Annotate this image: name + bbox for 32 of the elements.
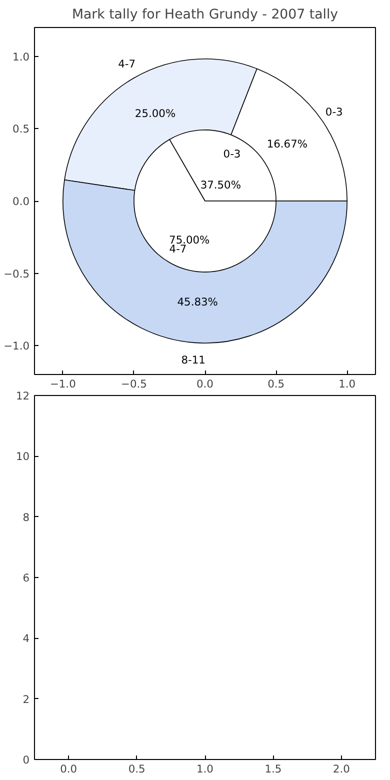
slice-label: 0-3 <box>325 105 343 118</box>
chart-title: Mark tally for Heath Grundy - 2007 tally <box>72 8 338 22</box>
x-tick-label: 1.0 <box>196 762 214 776</box>
slice-label: 8-11 <box>181 354 206 367</box>
y-tick-label: −0.5 <box>4 267 30 280</box>
data-label: 25.00% <box>134 106 176 120</box>
y-tick-label: 0.0 <box>12 195 30 208</box>
y-tick-label: 0.5 <box>12 122 30 136</box>
slice-label: 0-3 <box>223 147 241 160</box>
x-tick-label: 1.0 <box>338 378 356 390</box>
x-tick-label: −0.5 <box>121 378 147 390</box>
data-label: 37.50% <box>200 178 241 192</box>
y-tick-label: 10 <box>16 450 30 464</box>
data-label: 16.67% <box>266 137 308 150</box>
x-tick-label: 0.5 <box>128 762 146 776</box>
category-label: 4-7 <box>169 242 187 256</box>
y-tick-label: 2 <box>22 692 30 706</box>
x-tick-label: 1.5 <box>264 762 282 776</box>
y-tick-label: 8 <box>22 510 30 524</box>
y-tick-label: 6 <box>22 572 30 584</box>
data-label: 45.83% <box>177 295 218 308</box>
y-tick-label: 4 <box>22 632 30 646</box>
y-tick-label: 12 <box>16 390 30 402</box>
slice-label: 4-7 <box>118 57 136 70</box>
x-tick-label: 0.0 <box>196 378 214 390</box>
x-tick-label: 0.0 <box>60 762 78 776</box>
y-tick-label: 0 <box>22 754 30 766</box>
x-tick-label: −1.0 <box>50 378 76 390</box>
x-tick-label: 0.5 <box>268 378 285 390</box>
y-tick-label: 1.0 <box>12 50 30 64</box>
x-tick-label: 2.0 <box>332 762 350 776</box>
y-tick-label: −1.0 <box>4 340 30 353</box>
